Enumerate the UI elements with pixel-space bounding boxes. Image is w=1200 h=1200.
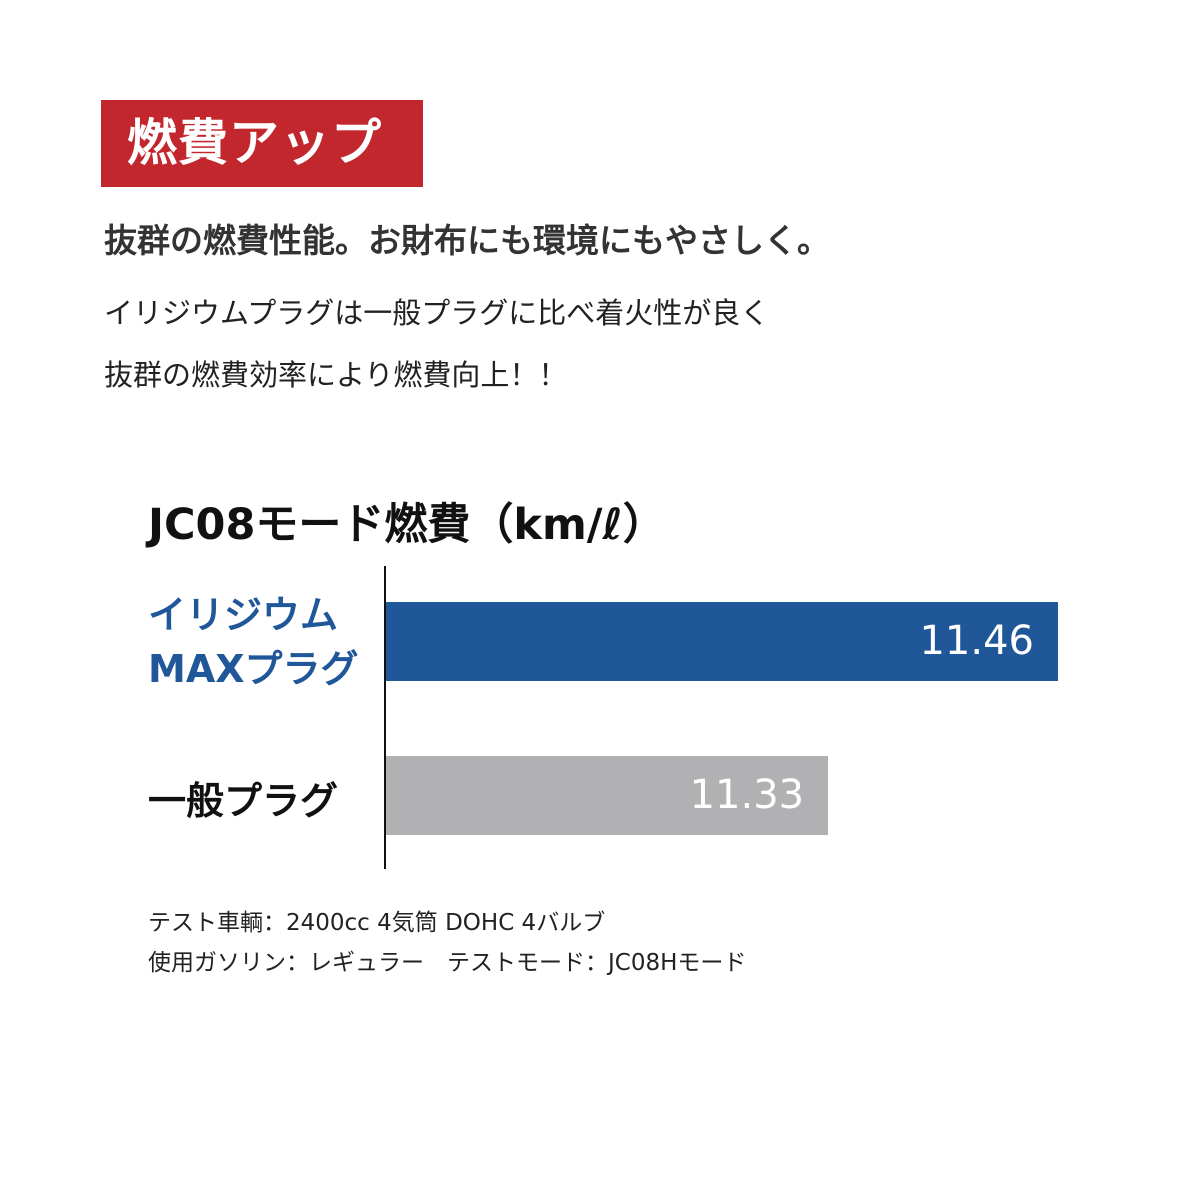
category-label-standard: 一般プラグ	[148, 774, 338, 828]
data-label-iridium: 11.46	[919, 618, 1034, 664]
bar-standard: 11.33	[386, 756, 829, 835]
footnote-fuel-mode: 使用ガソリン：レギュラー テストモード：JC08Hモード	[148, 950, 747, 976]
footnote-test-vehicle: テスト車輌：2400cc 4気筒 DOHC 4バルブ	[148, 910, 606, 936]
category-label-line: 一般プラグ	[148, 779, 339, 823]
bar-iridium: 11.46	[386, 602, 1058, 681]
body-text-line-1: イリジウムプラグは一般プラグに比べ着火性が良く	[104, 296, 770, 330]
chart-title: JC08モード燃費（km/ℓ）	[148, 500, 666, 550]
category-label-line: MAXプラグ	[148, 647, 359, 691]
headline: 抜群の燃費性能。お財布にも環境にもやさしく。	[104, 221, 830, 260]
y-axis-line	[384, 566, 386, 869]
category-label-iridium: イリジウム MAXプラグ	[148, 588, 359, 696]
badge-fuel-up: 燃費アップ	[101, 100, 423, 187]
body-text-line-2: 抜群の燃費効率により燃費向上！！	[104, 358, 568, 392]
data-label-standard: 11.33	[689, 772, 805, 818]
category-label-line: イリジウム	[148, 593, 339, 637]
